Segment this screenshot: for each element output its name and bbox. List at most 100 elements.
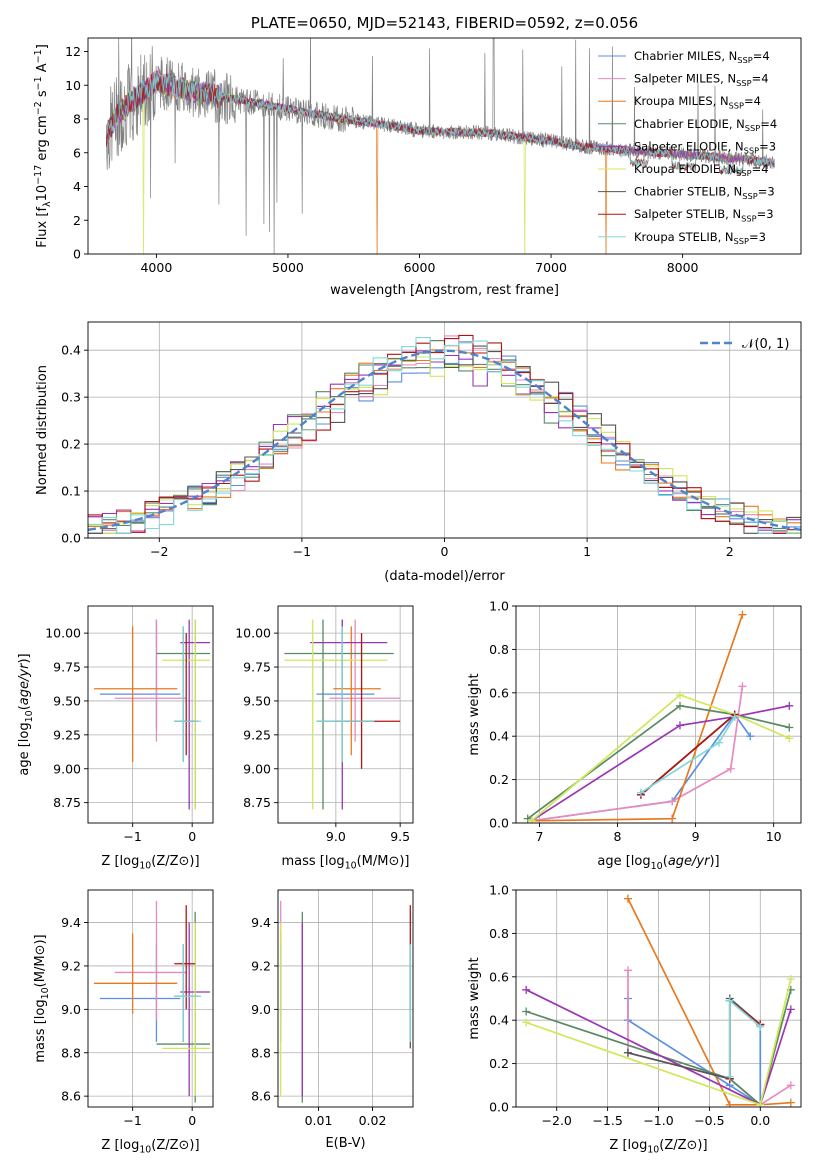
mass-vs-z-ylabel: mass [log10(M/M⊙)] xyxy=(33,934,51,1062)
x-tick-label: 0 xyxy=(441,544,449,559)
legend-label-chabrier_elodie: Chabrier ELODIE, NSSP=4 xyxy=(634,117,777,133)
plot-area xyxy=(106,38,775,254)
weight-line-chabrier_elodie xyxy=(525,989,792,1107)
weight-marker-salpeter_miles xyxy=(738,682,747,691)
weight-marker-kroupa_stelib xyxy=(730,712,739,721)
weight-marker-chabrier_elodie xyxy=(675,701,684,710)
axes-frame xyxy=(277,605,414,824)
weight-marker-kroupa_stelib xyxy=(756,1022,765,1031)
x-tick-label: 1 xyxy=(583,544,591,559)
weight-line-salpeter_miles xyxy=(531,686,744,822)
axes-frame xyxy=(277,889,414,1108)
weight-line-salpeter_stelib xyxy=(728,998,761,1079)
weight-vs-z-axes: −2.0 −1.5 −1.0 −0.5 0.0 0.0 0.2 0.4 0.6 0.8 1.0 mas… xyxy=(467,883,802,1156)
x-tick-label: 9.0 xyxy=(326,829,346,844)
y-tick-label: 9.2 xyxy=(61,958,81,973)
weight-marker-kroupa_miles xyxy=(668,814,677,823)
x-tick-label: 9.5 xyxy=(390,829,410,844)
x-tick-label: 4000 xyxy=(140,260,172,275)
weight-marker-kroupa_elodie xyxy=(786,974,795,983)
mass-vs-ebv-xlabel: E(B-V) xyxy=(325,1136,365,1151)
x-tick-label: 0 xyxy=(188,1113,196,1128)
y-tick-label: 0.3 xyxy=(61,390,81,405)
spectrum-ylabel: Flux [fλ10−17 erg cm−2 s−1 A−1] xyxy=(33,44,53,248)
weight-marker-chabrier_miles xyxy=(746,732,755,741)
y-tick-label: 9.75 xyxy=(243,660,271,675)
age-vs-mass-axes: 9.0 9.5 8.75 9.00 9.25 9.50 9.75 10.00 mass [log… xyxy=(235,605,414,872)
y-tick-label: 9.00 xyxy=(53,761,81,776)
legend-label-chabrier_stelib: Chabrier STELIB, NSSP=3 xyxy=(634,185,775,201)
y-tick-label: 0.2 xyxy=(489,1056,509,1071)
weight-marker-kroupa_elodie xyxy=(675,690,684,699)
weight-line-chabrier_elodie xyxy=(527,704,790,820)
y-tick-label: 0.0 xyxy=(61,531,81,546)
mass-vs-z-axes: −1 0 8.6 8.8 9.0 9.2 9.4 Z [log10(Z/Z⊙)] mass [l… xyxy=(33,889,214,1156)
mass-vs-z-xlabel: Z [log10(Z/Z⊙)] xyxy=(101,1138,199,1156)
legend-label-chabrier_miles: Chabrier MILES, NSSP=4 xyxy=(634,49,770,65)
weight-vs-z-xlabel: Z [log10(Z/Z⊙)] xyxy=(609,1138,707,1156)
weight-vs-age-axes-ylabel: mass weight xyxy=(467,673,482,755)
plot-area xyxy=(280,900,411,1103)
y-tick-label: 2 xyxy=(73,213,81,228)
y-tick-label: 9.0 xyxy=(251,1002,271,1017)
weight-marker-chabrier_stelib xyxy=(623,1048,632,1057)
weight-marker-kroupa_miles xyxy=(786,1098,795,1107)
residuals-ylabel: Normed distribution xyxy=(35,365,50,495)
model-spectrum-kroupa_stelib xyxy=(106,72,775,175)
y-tick-label: 9.0 xyxy=(61,1002,81,1017)
y-tick-label: 0.4 xyxy=(61,343,81,358)
weight-marker-chabrier_elodie xyxy=(522,1007,531,1016)
y-tick-label: 9.25 xyxy=(243,727,271,742)
y-tick-label: 9.25 xyxy=(53,727,81,742)
weight-line-kroupa_miles xyxy=(531,614,744,822)
age-vs-z-axes: −1 0 8.75 9.00 9.25 9.50 9.75 10.00 Z [log10(Z/Z… xyxy=(17,605,214,872)
age-vs-z-xlabel: Z [log10(Z/Z⊙)] xyxy=(101,854,199,872)
weight-marker-kroupa_stelib xyxy=(636,788,645,797)
weight-marker-salpeter_miles xyxy=(726,764,735,773)
mass-vs-ebv-axes: 0.01 0.02 8.6 8.8 9.0 9.2 9.4 E(B-V) xyxy=(251,889,414,1151)
y-tick-label: 0.0 xyxy=(489,816,509,831)
x-tick-label: 8 xyxy=(614,829,622,844)
x-tick-label: 5000 xyxy=(272,260,304,275)
weight-marker-kroupa_elodie xyxy=(756,1100,765,1107)
weight-marker-salpeter_elodie xyxy=(785,701,794,710)
y-tick-label: 8.8 xyxy=(61,1045,81,1060)
weight-vs-z-axes-ylabel: mass weight xyxy=(467,957,482,1039)
x-tick-label: 10 xyxy=(766,829,782,844)
residuals-axes: −2 −1 0 1 2 0.0 0.1 0.2 0.3 0.4 𝒩(0, 1) (data-model… xyxy=(35,321,802,584)
legend-label-salpeter_elodie: Salpeter ELODIE, NSSP=3 xyxy=(634,139,776,155)
y-tick-label: 8.6 xyxy=(251,1089,271,1104)
y-tick-label: 0.8 xyxy=(489,642,509,657)
y-tick-label: 8 xyxy=(73,112,81,127)
age-vs-mass-xlabel: mass [log10(M/M⊙)] xyxy=(281,854,409,872)
legend-label-kroupa_miles: Kroupa MILES, NSSP=4 xyxy=(634,94,761,110)
y-tick-label: 1.0 xyxy=(489,599,509,614)
model-spectrum-chabrier_stelib xyxy=(106,73,775,175)
axes-frame xyxy=(87,605,214,824)
y-tick-label: 0.2 xyxy=(61,437,81,452)
legend-label-salpeter_miles: Salpeter MILES, NSSP=4 xyxy=(634,72,769,88)
y-tick-label: 9.50 xyxy=(53,693,81,708)
weight-marker-kroupa_miles xyxy=(738,610,747,619)
y-tick-label: 4 xyxy=(73,179,81,194)
normal-curve xyxy=(88,349,801,531)
weight-line-kroupa_elodie xyxy=(531,694,790,822)
axes-frame xyxy=(87,37,802,255)
weight-marker-salpeter_elodie xyxy=(675,721,684,730)
weight-marker-salpeter_miles xyxy=(668,797,677,806)
y-tick-label: 8.8 xyxy=(251,1045,271,1060)
spectrum-axes: 4000 5000 6000 7000 8000 0 2 4 6 8 10 12 PLATE=0650,… xyxy=(33,14,802,298)
plot-area xyxy=(93,900,211,1103)
weight-line-kroupa_miles xyxy=(627,898,791,1106)
spectrum-legend: Chabrier MILES, NSSP=4 Salpeter MILES, NS… xyxy=(598,49,777,246)
y-tick-label: 10.00 xyxy=(235,626,271,641)
plot-area xyxy=(284,619,401,810)
x-tick-label: −1.0 xyxy=(643,1113,673,1128)
y-tick-label: 8.75 xyxy=(243,795,271,810)
weight-marker-kroupa_elodie xyxy=(527,816,536,823)
legend-label-kroupa_elodie: Kroupa ELODIE, NSSP=4 xyxy=(634,162,769,178)
y-tick-label: 0.8 xyxy=(489,926,509,941)
weight-marker-kroupa_miles xyxy=(725,1100,734,1107)
x-tick-label: 0.02 xyxy=(359,1113,387,1128)
y-tick-label: 0.1 xyxy=(61,484,81,499)
